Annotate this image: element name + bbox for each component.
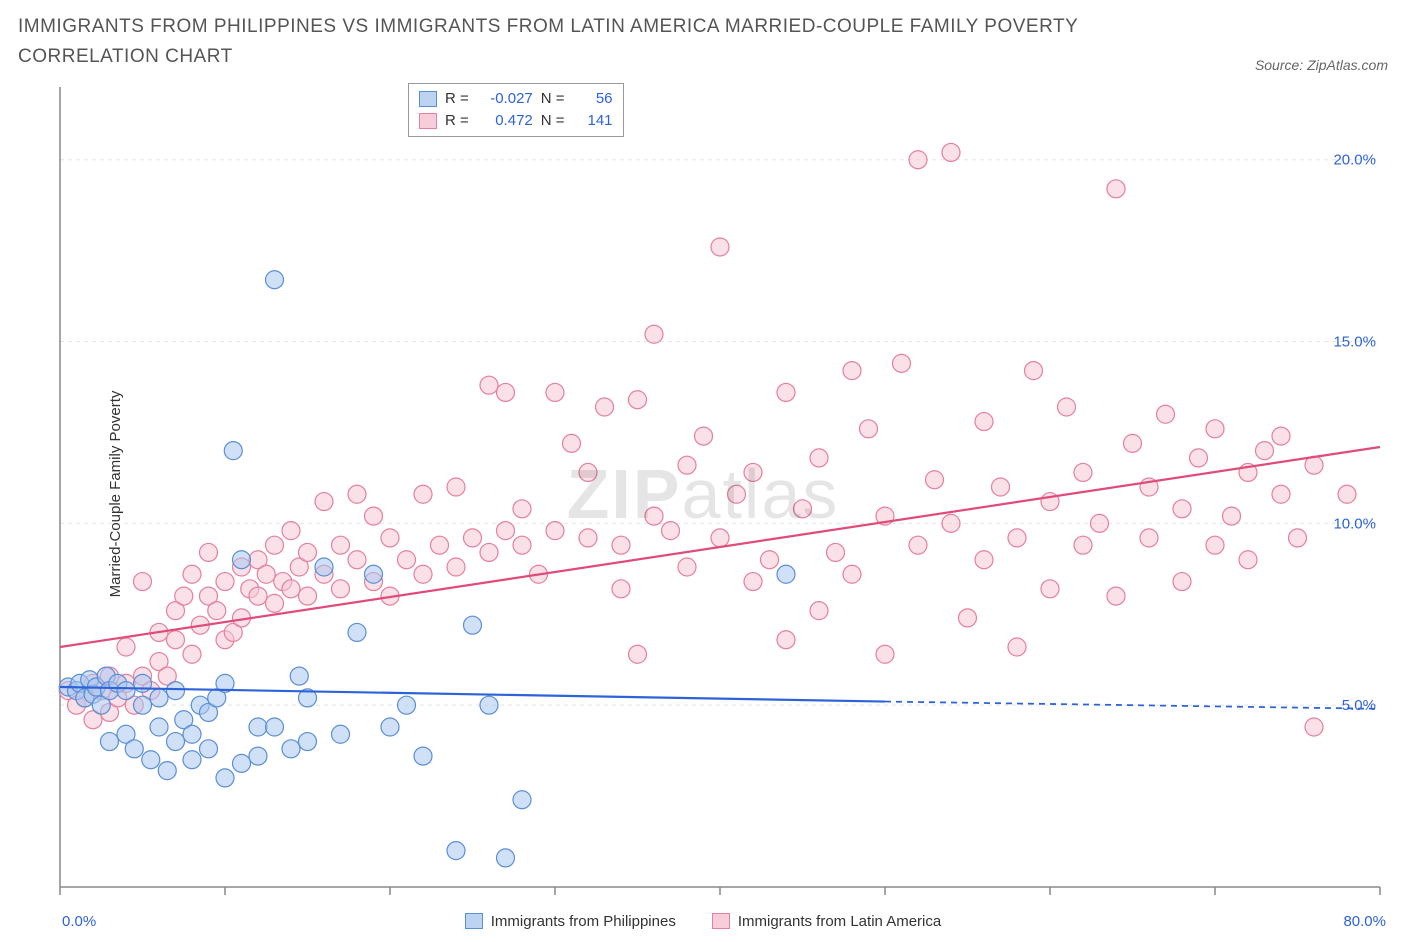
x-axis-max-label: 80.0% xyxy=(1343,913,1386,930)
legend-label-philippines: Immigrants from Philippines xyxy=(491,913,676,930)
svg-text:10.0%: 10.0% xyxy=(1333,515,1376,532)
chart-title: IMMIGRANTS FROM PHILIPPINES VS IMMIGRANT… xyxy=(18,12,1118,73)
header: IMMIGRANTS FROM PHILIPPINES VS IMMIGRANT… xyxy=(18,12,1388,73)
source-attribution: Source: ZipAtlas.com xyxy=(1255,57,1388,73)
svg-text:15.0%: 15.0% xyxy=(1333,333,1376,350)
legend-item-philippines: Immigrants from Philippines xyxy=(465,913,676,930)
scatter-plot: 5.0% 10.0% 15.0% 20.0% xyxy=(18,79,1400,909)
x-axis-min-label: 0.0% xyxy=(62,913,96,930)
chart-container: Married-Couple Family Poverty 5.0% 10.0% 1… xyxy=(18,79,1388,909)
legend-label-latin-america: Immigrants from Latin America xyxy=(738,913,941,930)
legend-swatch-philippines xyxy=(465,913,483,929)
svg-text:5.0%: 5.0% xyxy=(1342,697,1376,714)
y-axis-label: Married-Couple Family Poverty xyxy=(107,390,124,597)
bottom-legend: 0.0% Immigrants from Philippines Immigra… xyxy=(18,913,1388,930)
svg-text:20.0%: 20.0% xyxy=(1333,152,1376,169)
legend-item-latin-america: Immigrants from Latin America xyxy=(712,913,941,930)
legend-swatch-latin-america xyxy=(712,913,730,929)
stats-box: R =-0.027 N =56R =0.472 N =141 xyxy=(408,83,624,137)
